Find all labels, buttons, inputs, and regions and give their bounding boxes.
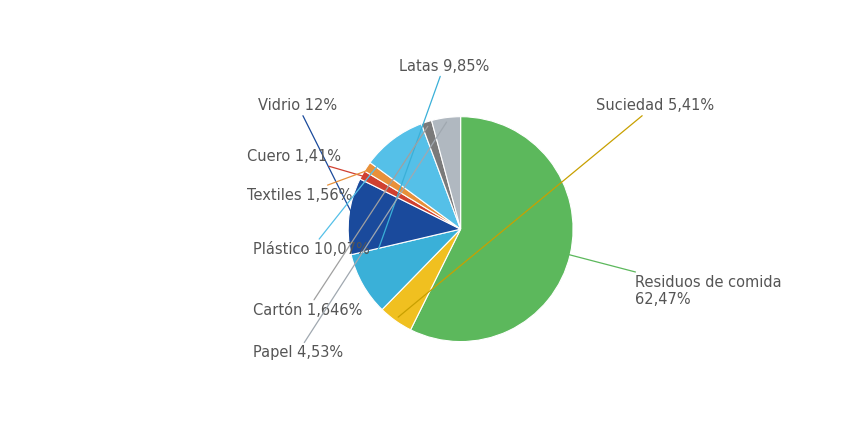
Wedge shape (382, 229, 460, 330)
Text: Residuos de comida
62,47%: Residuos de comida 62,47% (565, 254, 780, 307)
Wedge shape (421, 121, 460, 229)
Wedge shape (431, 117, 460, 229)
Text: Suciedad 5,41%: Suciedad 5,41% (398, 98, 713, 317)
Text: Cartón 1,646%: Cartón 1,646% (252, 127, 428, 317)
Text: Latas 9,85%: Latas 9,85% (366, 59, 488, 282)
Wedge shape (348, 179, 460, 255)
Text: Cuero 1,41%: Cuero 1,41% (247, 148, 366, 177)
Wedge shape (410, 117, 573, 342)
Wedge shape (360, 171, 460, 229)
Wedge shape (364, 163, 460, 229)
Text: Vidrio 12%: Vidrio 12% (258, 98, 353, 217)
Text: Papel 4,53%: Papel 4,53% (252, 122, 446, 360)
Text: Textiles 1,56%: Textiles 1,56% (247, 169, 371, 203)
Wedge shape (351, 229, 460, 310)
Wedge shape (370, 124, 460, 229)
Text: Plástico 10,07%: Plástico 10,07% (252, 143, 395, 257)
